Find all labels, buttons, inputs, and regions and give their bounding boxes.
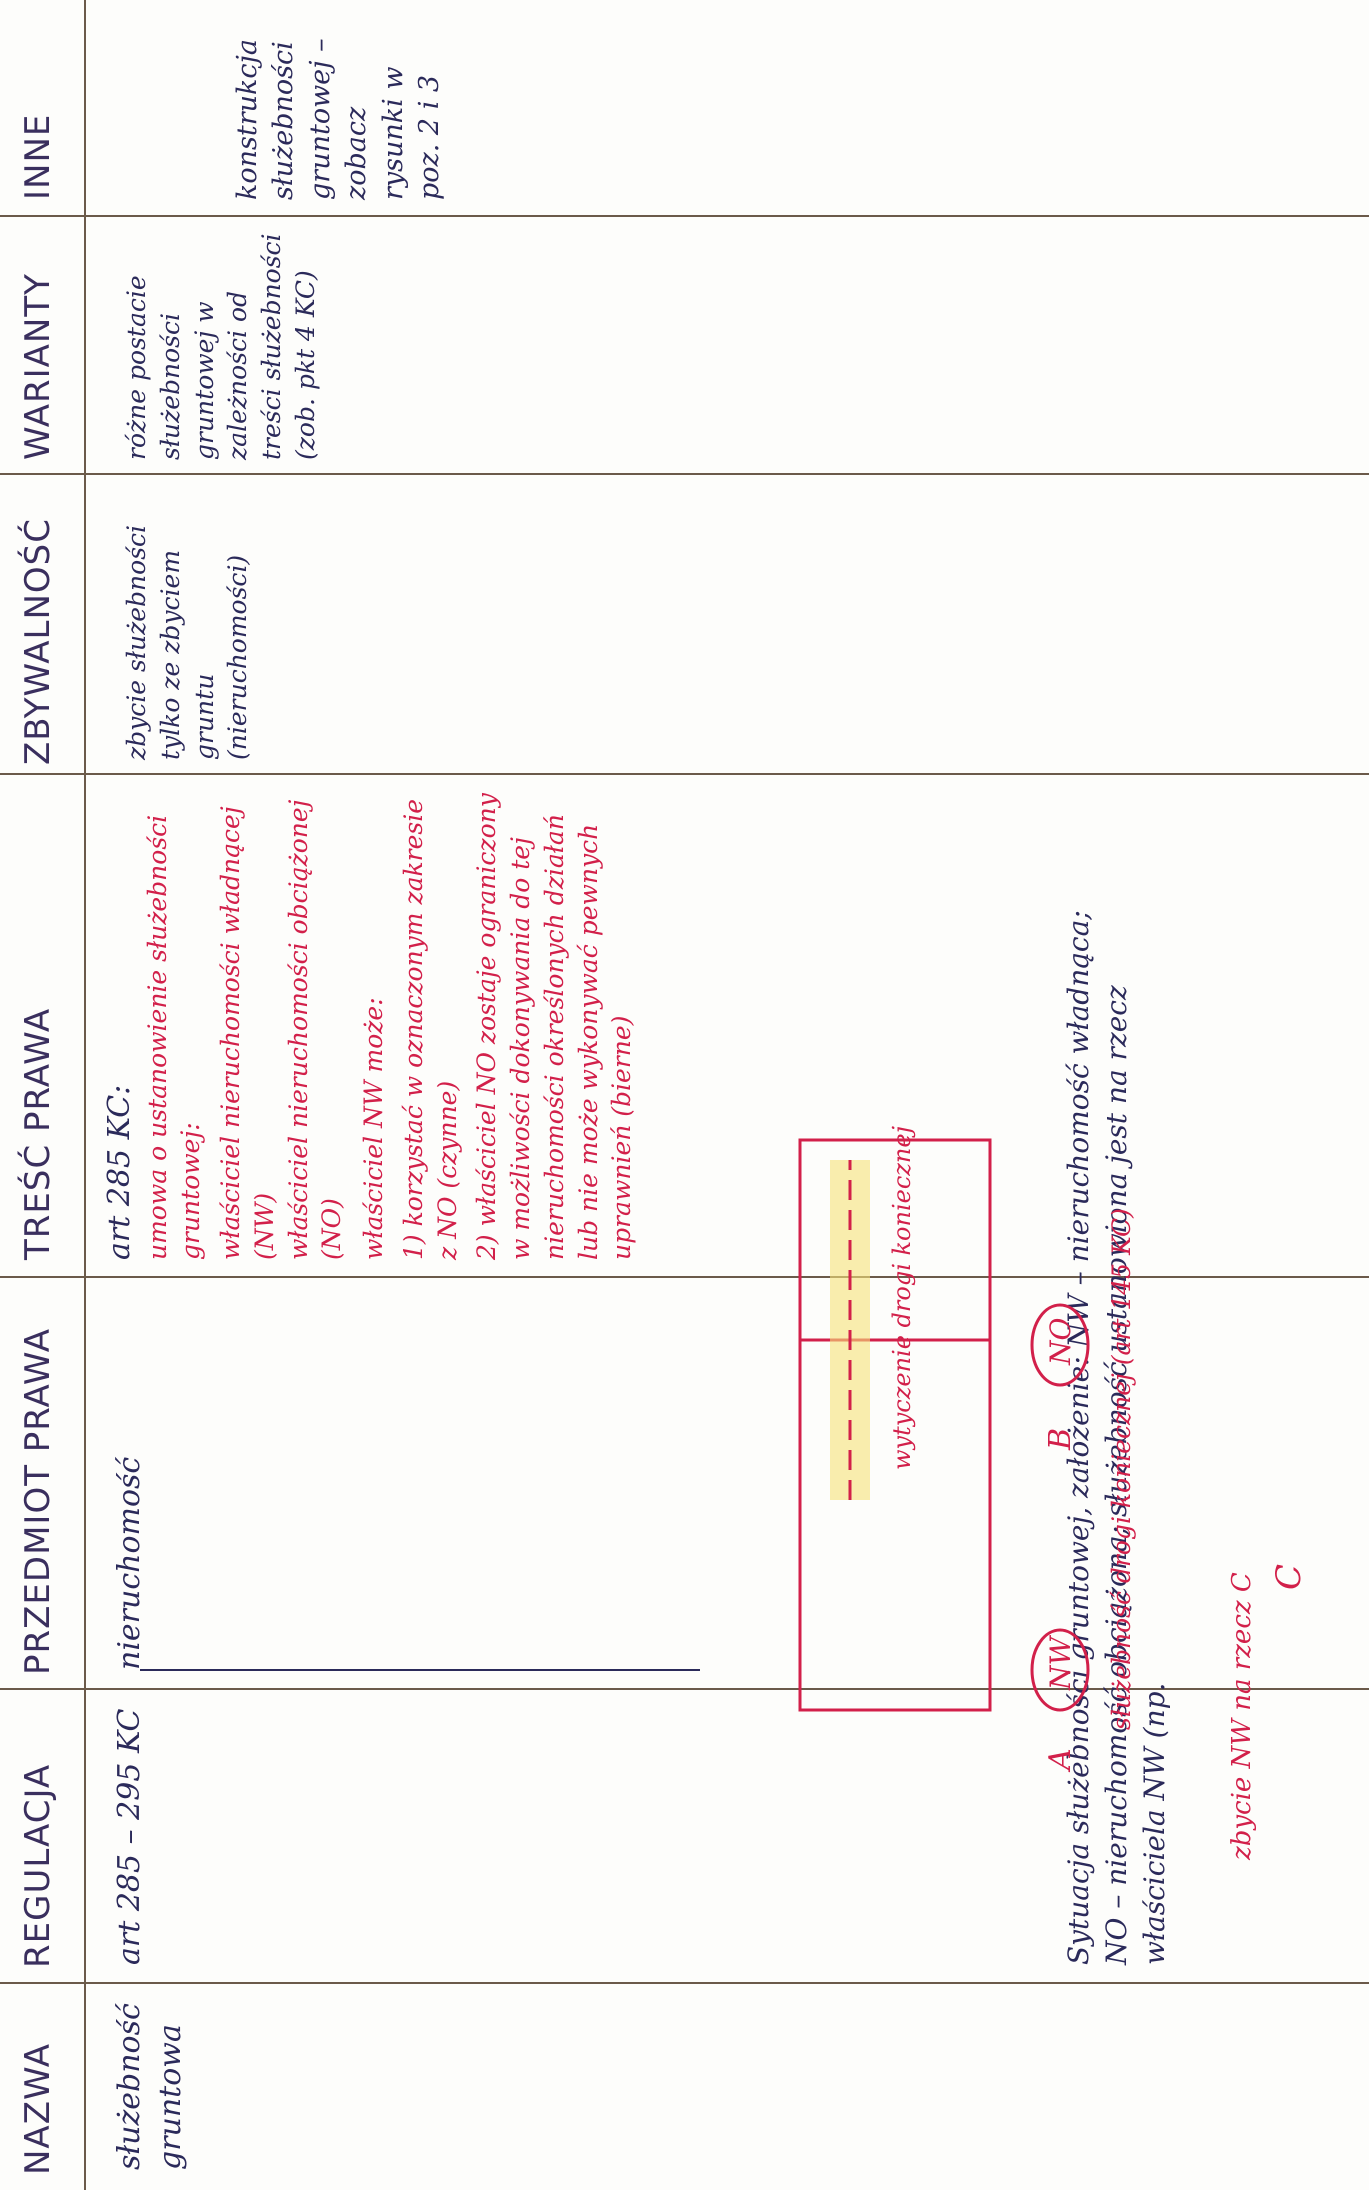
diagram-label: NO — [1044, 1318, 1077, 1367]
diagram-label: C — [1269, 1564, 1309, 1590]
diagram-label: służebność drogi koniecznej (art 145 KC) — [1107, 1208, 1136, 1730]
diagram-label: B — [1043, 1428, 1078, 1451]
circle — [1030, 1303, 1090, 1387]
diagram-label: zbycie NW na rzecz C — [1227, 1572, 1257, 1861]
diagram-label: A — [1043, 1748, 1078, 1773]
diagram-label: NW — [1044, 1635, 1077, 1692]
circle — [1030, 1628, 1090, 1712]
diagram-label: wytyczenie drogi koniecznej — [888, 1125, 916, 1470]
plot-nw — [798, 1138, 992, 1342]
